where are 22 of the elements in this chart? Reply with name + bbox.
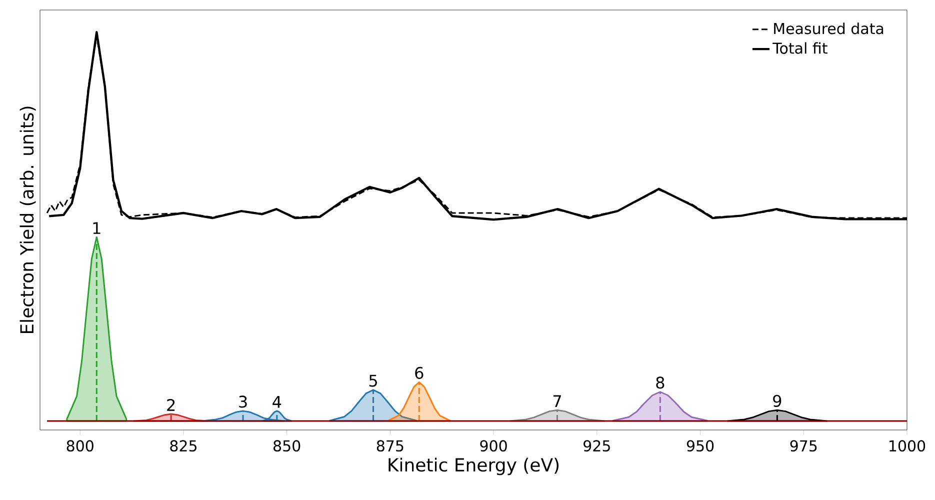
annotation: 1 [93,222,100,234]
legend-label: Measured data [774,22,884,34]
x-tick-label: 800 [66,440,94,452]
x-tick-label: 1000 [890,440,926,452]
annotation: 3 [239,396,247,408]
annotation: 8 [656,376,664,389]
x-tick-label: 950 [686,440,714,452]
x-tick-label: 850 [274,440,300,452]
legend-label: Total fit [772,42,828,54]
annotation: 9 [773,394,782,407]
y-axis-title: Electron Yield (arb. units) [20,106,36,334]
x-tick-label: 975 [790,440,817,452]
x-tick-label: 900 [480,440,507,452]
annotation: 6 [415,366,424,379]
annotation: 2 [167,398,175,411]
x-axis-title: Kinetic Energy (eV) [388,458,559,476]
x-tick-label: 825 [170,440,196,452]
annotation: 4 [272,396,282,408]
annotation: 5 [369,374,377,387]
annotation: 7 [553,395,561,407]
x-tick-label: 875 [376,440,404,452]
x-tick-label: 925 [584,440,610,452]
